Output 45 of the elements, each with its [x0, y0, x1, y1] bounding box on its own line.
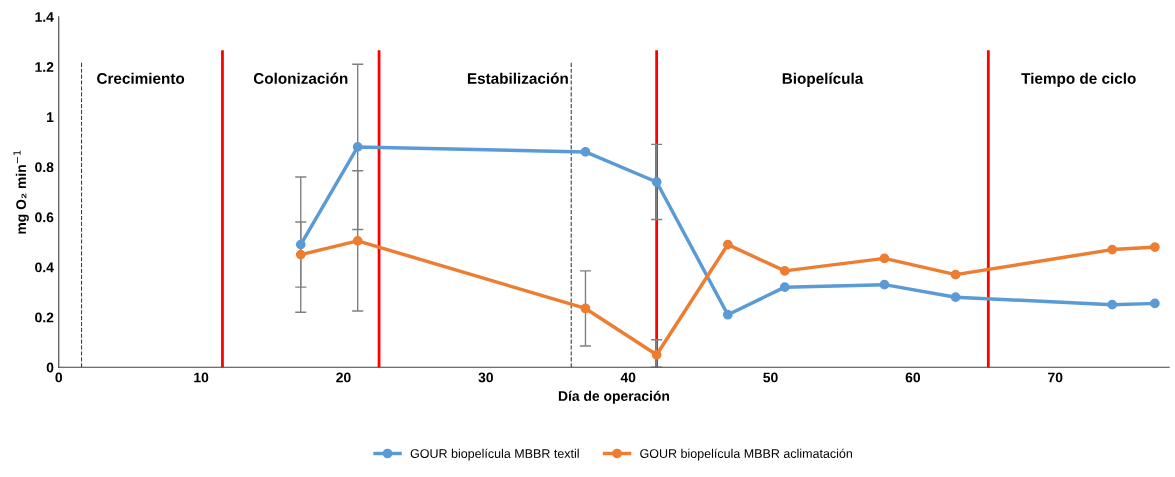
- point: [651, 349, 662, 360]
- point: [352, 235, 363, 246]
- point: [580, 147, 591, 157]
- x-tick-label: 40: [620, 372, 636, 383]
- x-tick-label: 10: [194, 372, 209, 383]
- point: [722, 239, 733, 250]
- y-tick-label: 0: [46, 362, 54, 373]
- point: [651, 177, 662, 187]
- x-tick-label: 60: [905, 372, 921, 383]
- point: [879, 279, 890, 290]
- legend-label: GOUR biopelícula MBBR textil: [410, 448, 579, 461]
- y-tick-label: 1: [47, 112, 54, 122]
- annotation: Tiempo de ciclo: [1021, 72, 1136, 87]
- x-tick-label: 0: [55, 372, 63, 383]
- point: [879, 253, 890, 264]
- legend-label: GOUR biopelícula MBBR aclimatación: [640, 448, 853, 461]
- y-tick-label: 0.6: [35, 212, 54, 223]
- annotation: Colonización: [253, 72, 348, 84]
- y-axis-title: mg O₂ min$^{−1}$: [13, 150, 29, 234]
- y-tick-label: 0.8: [35, 162, 54, 173]
- x-tick-label: 50: [763, 372, 778, 383]
- y-tick-label: 1.2: [35, 62, 54, 72]
- point: [779, 282, 790, 293]
- y-tick-label: 0.4: [35, 262, 54, 273]
- y-tick-label: 1.4: [35, 12, 54, 22]
- point: [295, 239, 306, 250]
- x-tick-label: 30: [478, 372, 493, 383]
- point: [1150, 242, 1160, 252]
- x-tick-label: 20: [336, 372, 351, 383]
- x-tick-label: 70: [1048, 372, 1063, 383]
- point: [722, 309, 733, 320]
- point: [352, 142, 363, 152]
- point: [580, 303, 591, 314]
- point: [950, 269, 961, 280]
- point: [1107, 299, 1118, 310]
- point: [295, 249, 306, 260]
- point: [1107, 244, 1118, 255]
- annotation: Estabilización: [467, 72, 568, 84]
- point: [779, 266, 790, 276]
- x-axis-title: Día de operación: [558, 390, 670, 404]
- annotation: Crecimiento: [97, 72, 185, 84]
- y-tick-label: 0.2: [35, 312, 54, 323]
- point: [1150, 298, 1160, 309]
- point: [950, 292, 961, 303]
- annotation: Biopelícula: [782, 72, 864, 87]
